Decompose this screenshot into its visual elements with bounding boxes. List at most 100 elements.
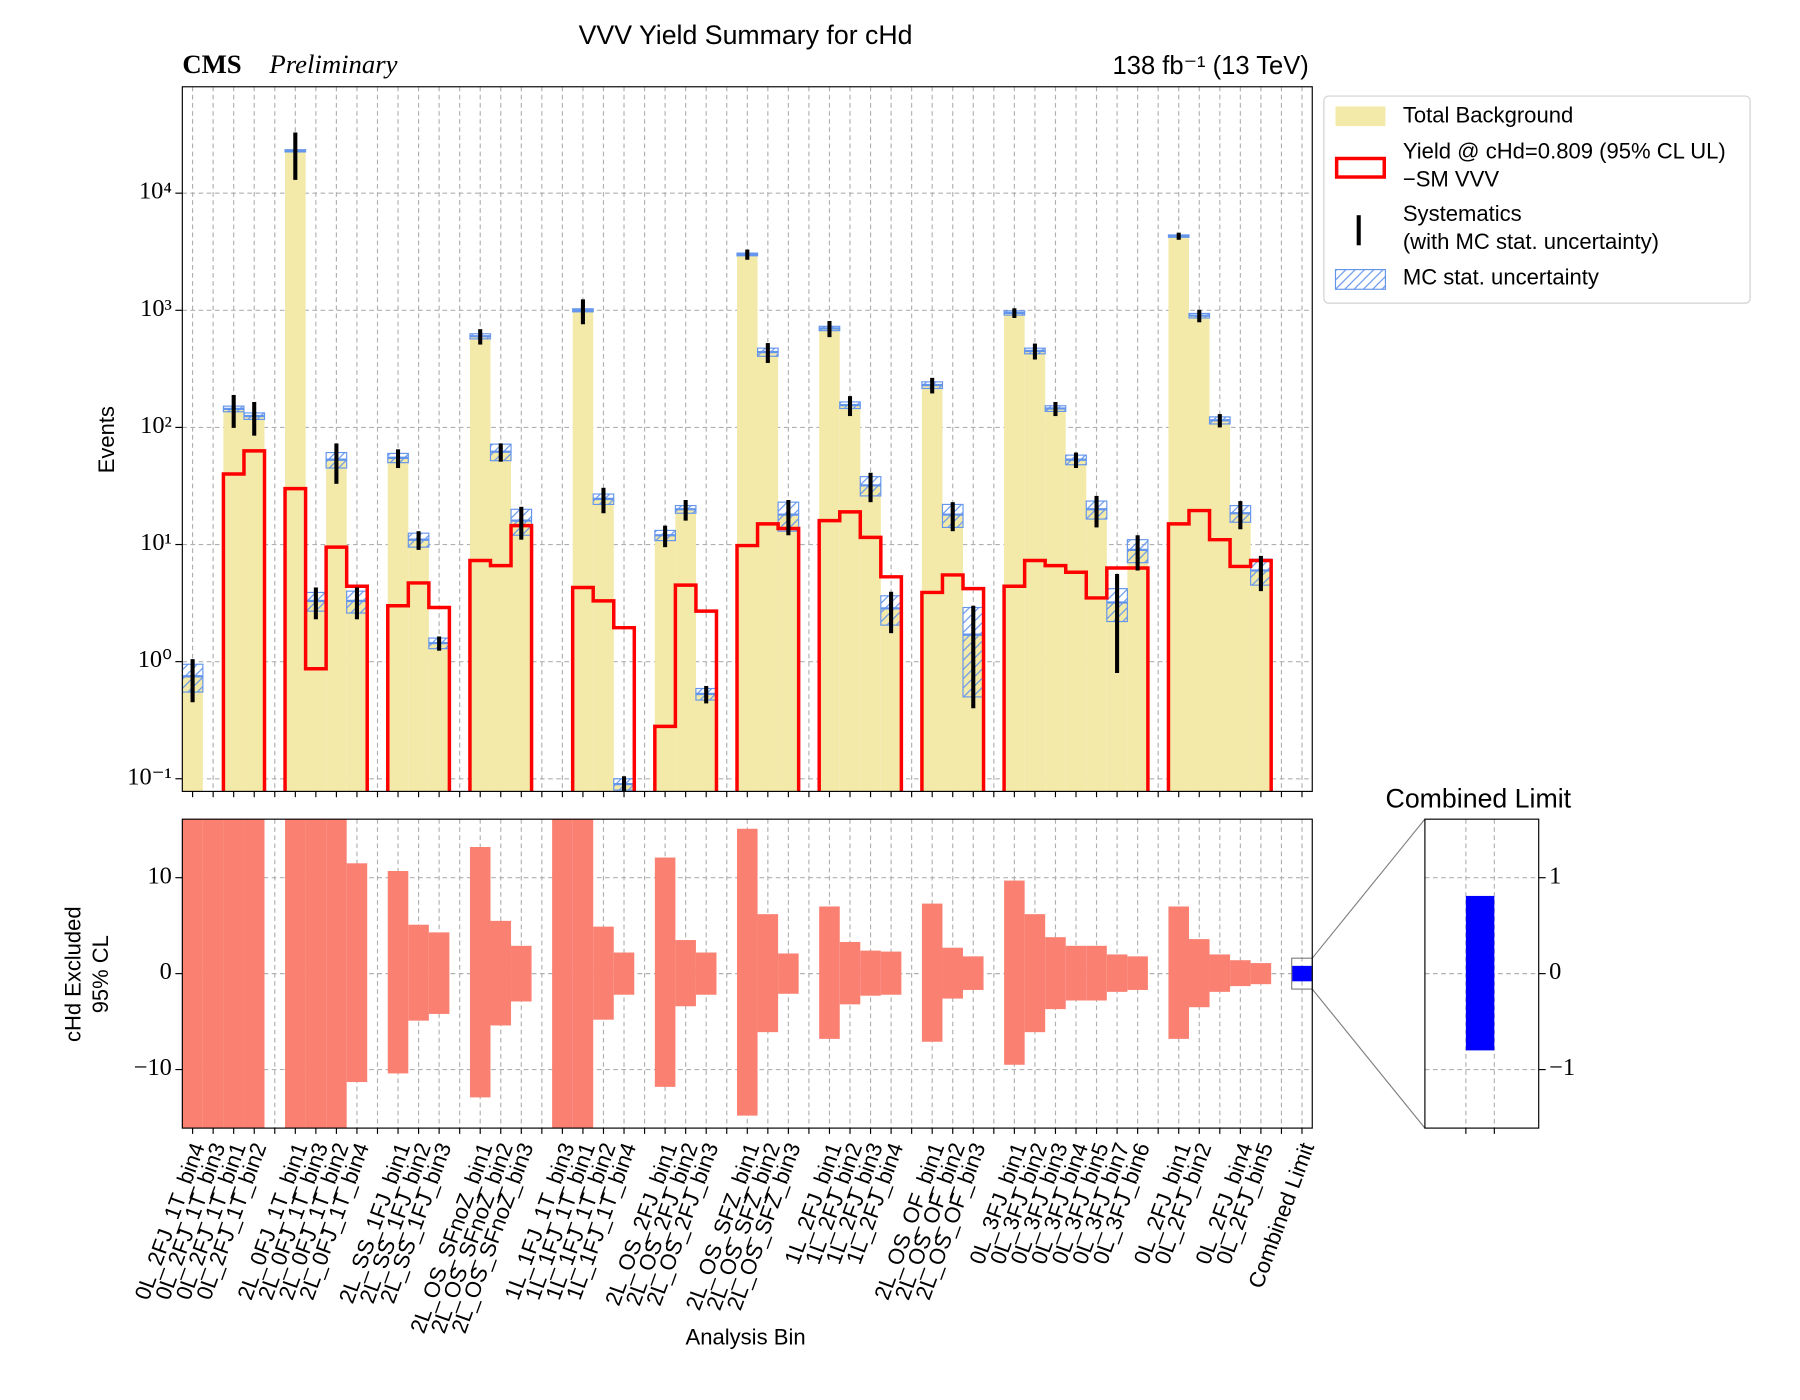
legend-swatch xyxy=(1334,156,1386,179)
excluded-range xyxy=(202,819,224,1129)
background-bar xyxy=(737,254,758,792)
status-label: Preliminary xyxy=(268,49,397,79)
excluded-range xyxy=(490,920,512,1026)
excluded-range xyxy=(593,926,614,1020)
background-bar xyxy=(593,498,614,792)
signal-step xyxy=(221,449,1273,792)
excluded-range xyxy=(654,857,676,1087)
excluded-range xyxy=(757,914,779,1033)
top-plot xyxy=(182,86,1313,792)
background-bar xyxy=(880,608,902,792)
y-tick-label: 10⁻¹ xyxy=(127,763,172,790)
excluded-range xyxy=(942,947,964,999)
excluded-range xyxy=(1188,939,1210,1008)
background-bar xyxy=(942,514,964,792)
background-bar xyxy=(1209,420,1231,792)
excluded-range xyxy=(387,870,409,1074)
excluded-range xyxy=(346,863,368,1083)
excluded-range xyxy=(921,903,943,1042)
background-bar xyxy=(921,385,943,792)
background-bar xyxy=(654,535,676,792)
excluded-range xyxy=(1086,945,1107,1001)
bottom-frame xyxy=(181,818,1313,1129)
y-tick-label: 1 xyxy=(1549,862,1561,889)
background-bar xyxy=(469,336,491,792)
excluded-range xyxy=(326,819,347,1129)
background-bar xyxy=(428,643,450,792)
chart-title: VVV Yield Summary for cHd xyxy=(579,20,913,50)
background-bar xyxy=(778,514,799,792)
excluded-range xyxy=(880,951,902,995)
background-bar xyxy=(1024,350,1046,792)
inset-frame xyxy=(1424,818,1540,1129)
legend-label: MC stat. uncertainty xyxy=(1403,265,1599,290)
background-bar xyxy=(1230,513,1251,792)
background-bar xyxy=(326,459,347,792)
zoom-connector xyxy=(1311,988,1426,1129)
zoom-connector xyxy=(1311,818,1426,959)
excluded-range xyxy=(1127,956,1148,990)
excluded-range xyxy=(469,846,491,1098)
y-tick-label: 10 xyxy=(147,862,171,889)
legend-swatch xyxy=(1334,269,1386,290)
excluded-range xyxy=(860,950,881,996)
legend-label: Yield @ cHd=0.809 (95% CL UL) −SM VVV xyxy=(1403,139,1726,192)
background-bar xyxy=(346,600,368,792)
excluded-range xyxy=(613,952,635,995)
y-tick-label: 10² xyxy=(140,412,172,439)
background-bar xyxy=(182,676,203,792)
excluded-range xyxy=(552,819,573,1129)
y-tick-label: 10¹ xyxy=(140,529,172,556)
background-bar xyxy=(305,600,327,792)
y-tick-label: −10 xyxy=(134,1054,172,1081)
excluded-range xyxy=(1004,880,1025,1065)
legend-label: Total Background xyxy=(1403,103,1573,128)
bottom-plot xyxy=(182,819,1313,1129)
excluded-range xyxy=(675,940,696,1007)
excluded-range xyxy=(243,819,265,1129)
legend-box xyxy=(1323,95,1751,304)
background-bar xyxy=(860,485,881,792)
inset-plot xyxy=(1424,819,1539,1129)
background-bar xyxy=(839,405,861,792)
background-bar xyxy=(243,416,265,792)
excluded-range xyxy=(285,819,306,1129)
excluded-range xyxy=(737,828,758,1116)
excluded-range xyxy=(1168,906,1189,1039)
excluded-range xyxy=(572,819,594,1129)
inset-title: Combined Limit xyxy=(1386,784,1572,814)
lumi-label: 138 fb⁻¹ (13 TeV) xyxy=(1113,52,1309,80)
excluded-range xyxy=(963,956,984,990)
excluded-range xyxy=(1045,937,1066,1010)
combined-limit-bar xyxy=(1291,965,1313,982)
y-tick-label: 10⁴ xyxy=(139,178,172,205)
excluded-range xyxy=(511,945,532,1002)
experiment-label: CMS xyxy=(182,49,241,79)
excluded-range xyxy=(223,819,244,1129)
background-bar xyxy=(1168,236,1189,792)
background-bar xyxy=(1106,602,1128,792)
background-bar xyxy=(695,693,717,792)
legend-swatch xyxy=(1335,106,1386,127)
background-bar xyxy=(1086,509,1107,792)
background-bar xyxy=(1065,459,1087,792)
background-bar xyxy=(675,509,696,792)
y-tick-label: 10³ xyxy=(140,295,172,322)
top-frame xyxy=(181,86,1313,792)
y-tick-label: 10⁰ xyxy=(138,646,172,673)
excluded-range xyxy=(819,906,840,1039)
background-bar xyxy=(819,328,840,792)
excluded-range xyxy=(182,819,203,1129)
excluded-range xyxy=(839,941,861,1005)
y-tick-label: 0 xyxy=(160,958,172,985)
excluded-range xyxy=(305,819,327,1129)
y-axis-label: Events xyxy=(94,406,119,473)
background-bar xyxy=(1250,570,1272,792)
background-bar xyxy=(1127,549,1148,792)
background-bar xyxy=(285,150,306,792)
excluded-range xyxy=(1209,954,1231,992)
excluded-range xyxy=(1024,914,1046,1033)
legend-label: Systematics (with MC stat. uncertainty) xyxy=(1403,201,1659,254)
excluded-range xyxy=(778,953,799,994)
